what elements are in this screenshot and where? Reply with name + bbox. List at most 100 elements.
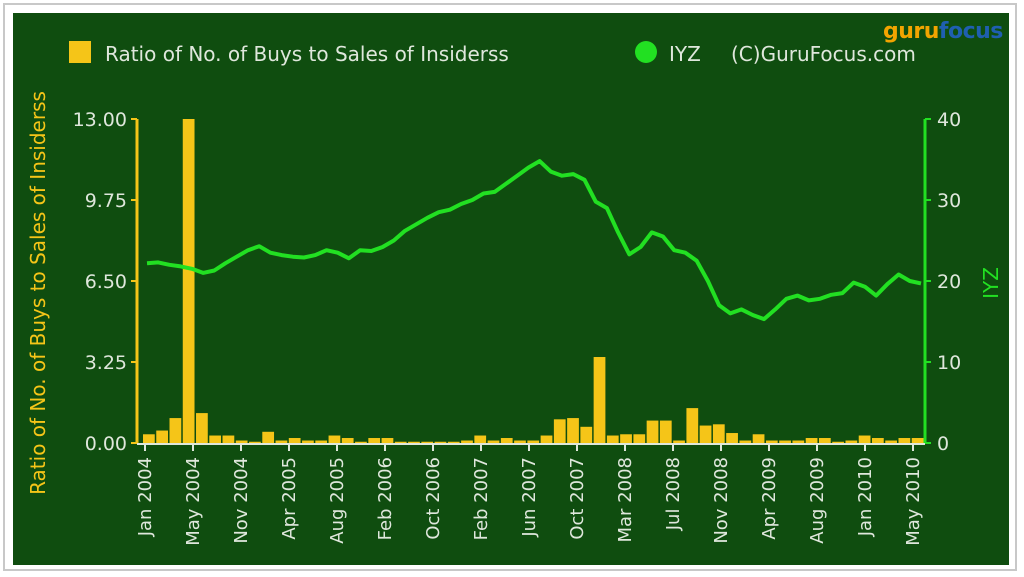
- bar: [235, 440, 248, 443]
- bar: [156, 430, 169, 443]
- x-tick-label: Feb 2006: [375, 457, 396, 540]
- legend-line-swatch: [635, 41, 657, 63]
- bar: [514, 440, 526, 443]
- bar: [567, 418, 579, 443]
- x-tick-label: Jan 2004: [135, 457, 156, 537]
- x-tick-label: Jun 2007: [519, 457, 540, 538]
- line-path: [146, 159, 922, 322]
- y-right-tick-label: 40: [937, 109, 961, 131]
- bar: [368, 438, 381, 443]
- y-left-tick-label: 6.50: [85, 271, 127, 293]
- bar: [620, 434, 632, 443]
- bar: [871, 438, 884, 443]
- bar: [461, 440, 473, 443]
- bar: [646, 420, 659, 443]
- bar: [726, 433, 738, 443]
- bar: [434, 441, 447, 443]
- bar: [712, 424, 725, 443]
- y-left-tick-label: 9.75: [85, 190, 127, 212]
- bar: [553, 419, 566, 443]
- bar: [487, 440, 500, 443]
- y-right-tick-label: 20: [937, 271, 961, 293]
- y-left-tick-label: 3.25: [85, 352, 127, 374]
- legend-bar-swatch: [69, 41, 91, 63]
- y-axis-left-label: Ratio of No. of Buys to Sales of Insider…: [26, 91, 50, 495]
- legend-line-label: IYZ: [669, 42, 701, 66]
- bar: [832, 441, 844, 443]
- gurufocus-logo: gurufocus: [883, 19, 1003, 44]
- bar: [765, 440, 778, 443]
- bar: [659, 420, 672, 443]
- bar: [421, 441, 434, 443]
- bar: [355, 441, 367, 443]
- x-tick-label: Jan 2010: [855, 457, 876, 537]
- bar: [249, 441, 261, 443]
- chart-plot: Ratio of No. of Buys to Sales of Insider…: [13, 13, 1009, 565]
- x-tick-label: Jul 2008: [663, 457, 684, 531]
- bar: [779, 440, 791, 443]
- legend: Ratio of No. of Buys to Sales of Insider…: [69, 41, 916, 66]
- legend-bar-label: Ratio of No. of Buys to Sales of Insider…: [105, 42, 509, 66]
- legend-credit: (C)GuruFocus.com: [731, 42, 916, 66]
- x-tick-label: Apr 2005: [279, 457, 300, 540]
- y-right-tick-label: 30: [937, 190, 961, 212]
- bar: [633, 434, 646, 443]
- bar: [845, 440, 858, 443]
- chart-frame: Ratio of No. of Buys to Sales of Insider…: [3, 3, 1017, 571]
- bar: [739, 440, 752, 443]
- bar: [593, 357, 606, 443]
- x-tick-label: Mar 2008: [615, 457, 636, 543]
- bar: [818, 438, 831, 443]
- y-left-tick-label: 13.00: [73, 109, 127, 131]
- bar: [262, 431, 275, 443]
- y-axis-right-label: IYZ: [979, 267, 1003, 299]
- bar: [606, 435, 619, 443]
- axes: 13.00 9.75 6.50 3.25 0.00 40 30 20 10 0 Jan 2004 Ma…: [73, 109, 962, 546]
- bar: [182, 119, 195, 443]
- bar: [699, 425, 712, 443]
- bar: [275, 440, 288, 443]
- bar: [686, 408, 699, 443]
- x-tick-label: Nov 2004: [231, 457, 252, 544]
- bar: [580, 426, 593, 443]
- bar: [381, 438, 394, 443]
- bar: [222, 435, 235, 443]
- bar: [540, 435, 553, 443]
- y-right-tick-label: 10: [937, 352, 961, 374]
- bar: [169, 418, 182, 443]
- y-left-tick-label: 0.00: [85, 433, 127, 455]
- bar: [752, 434, 765, 443]
- bar: [474, 435, 487, 443]
- bar: [858, 435, 871, 443]
- bar: [341, 438, 354, 443]
- bar: [885, 440, 897, 443]
- x-tick-label: Aug 2009: [807, 457, 828, 544]
- line-series: [146, 159, 922, 322]
- bar: [315, 440, 328, 443]
- bar: [911, 438, 924, 443]
- x-tick-label: Oct 2006: [423, 457, 444, 540]
- bar: [288, 438, 301, 443]
- bar: [673, 440, 685, 443]
- x-tick-label: Feb 2007: [471, 457, 492, 540]
- x-tick-label: May 2004: [183, 457, 204, 546]
- x-tick-label: Nov 2008: [711, 457, 732, 544]
- bars-series: [143, 119, 924, 443]
- bar: [209, 435, 222, 443]
- x-tick-label: May 2010: [903, 457, 924, 546]
- x-tick-label: Oct 2007: [567, 457, 588, 540]
- bar: [408, 441, 420, 443]
- bar: [143, 434, 155, 443]
- bar: [196, 413, 208, 443]
- y-right-tick-label: 0: [937, 433, 949, 455]
- bar: [328, 435, 341, 443]
- bar: [898, 438, 911, 443]
- bar: [805, 438, 818, 443]
- bar: [792, 440, 805, 443]
- bar: [302, 440, 314, 443]
- x-tick-label: Apr 2009: [759, 457, 780, 540]
- bar: [447, 441, 460, 443]
- bar: [527, 440, 540, 443]
- chart-background: [13, 13, 1009, 565]
- bar: [394, 441, 407, 443]
